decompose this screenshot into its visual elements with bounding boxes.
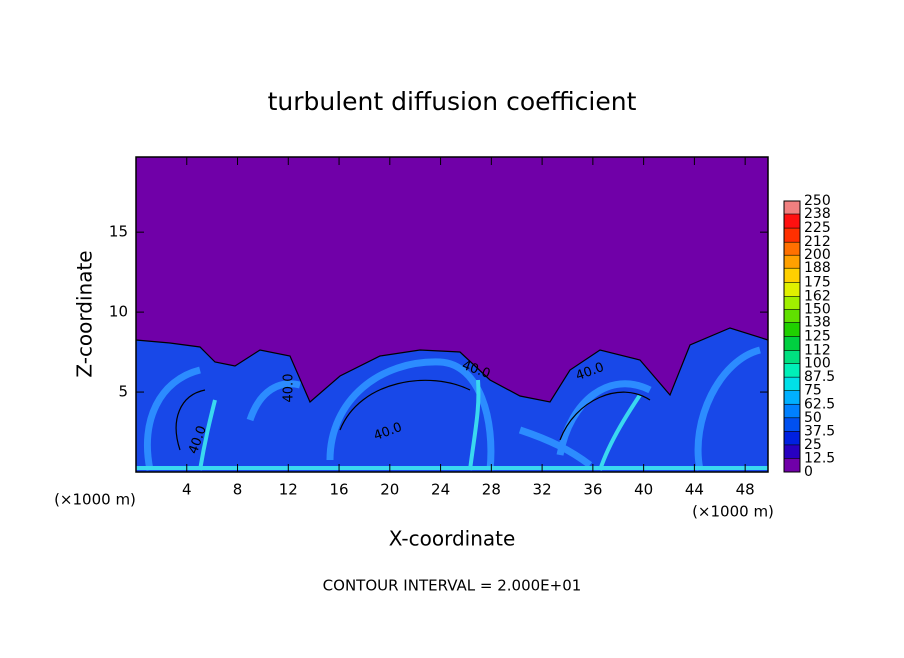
x-tick-label: 28 bbox=[482, 481, 501, 499]
colorbar-label: 25 bbox=[804, 437, 822, 453]
field-swirl bbox=[143, 346, 762, 471]
colorbar-band bbox=[784, 417, 800, 432]
colorbar-band bbox=[784, 444, 800, 459]
contour-label: 40.0 bbox=[282, 374, 297, 403]
colorbar-label: 212 bbox=[804, 234, 831, 250]
colorbar-band bbox=[784, 350, 800, 364]
x-axis-label: X-coordinate bbox=[389, 527, 516, 551]
x-tick-label: 48 bbox=[736, 481, 755, 499]
colorbar-label: 150 bbox=[804, 301, 831, 317]
x-tick-label: 40 bbox=[634, 481, 653, 499]
colorbar-label: 62.5 bbox=[804, 396, 835, 412]
colorbar-band bbox=[784, 431, 800, 445]
colorbar-label: 238 bbox=[804, 206, 831, 222]
colorbar-label: 100 bbox=[804, 356, 831, 372]
colorbar-band bbox=[784, 309, 800, 323]
x-tick-label: 44 bbox=[685, 481, 704, 499]
y-tick-label: 15 bbox=[109, 223, 128, 241]
colorbar-band bbox=[784, 404, 800, 418]
x-tick-label: 20 bbox=[380, 481, 399, 499]
chart-title: turbulent diffusion coefficient bbox=[268, 87, 637, 116]
plot-frame bbox=[135, 156, 769, 473]
colorbar-band bbox=[784, 322, 800, 337]
colorbar-label: 112 bbox=[804, 343, 831, 359]
colorbar-label: 138 bbox=[804, 314, 831, 330]
colorbar-label: 37.5 bbox=[804, 423, 835, 439]
colorbar-label: 50 bbox=[804, 410, 822, 426]
colorbar-label: 162 bbox=[804, 288, 831, 304]
y-tick-label: 10 bbox=[109, 303, 128, 321]
field bbox=[135, 157, 769, 472]
x-tick-label: 8 bbox=[233, 481, 243, 499]
colorbar-band bbox=[784, 268, 800, 283]
colorbar-label: 87.5 bbox=[804, 369, 835, 385]
x-tick-label: 16 bbox=[330, 481, 349, 499]
x-tick-label: 24 bbox=[431, 481, 450, 499]
colorbar-label: 250 bbox=[804, 193, 831, 209]
x-unit-label: (×1000 m) bbox=[692, 503, 774, 521]
colorbar-band bbox=[784, 255, 800, 269]
colorbar-label: 125 bbox=[804, 329, 831, 345]
colorbar-band bbox=[784, 201, 800, 215]
colorbar-band bbox=[784, 377, 800, 391]
x-tick-label: 12 bbox=[279, 481, 298, 499]
field-region bbox=[136, 328, 768, 472]
colorbar-band bbox=[784, 458, 800, 472]
colorbar-label: 12.5 bbox=[804, 450, 835, 466]
y-tick-label: 5 bbox=[118, 383, 128, 401]
colorbar-label: 75 bbox=[804, 383, 822, 399]
x-tick-label: 36 bbox=[583, 481, 602, 499]
footer-note: CONTOUR INTERVAL = 2.000E+01 bbox=[323, 577, 582, 595]
colorbar-label: 175 bbox=[804, 274, 831, 290]
colorbar-band bbox=[784, 390, 800, 405]
colorbar-band bbox=[784, 282, 800, 297]
contour-line bbox=[135, 327, 769, 451]
colorbar-band bbox=[784, 363, 800, 378]
colorbar-band bbox=[784, 228, 800, 243]
x-tick-label: 32 bbox=[533, 481, 552, 499]
colorbar-label: 0 bbox=[804, 464, 813, 480]
colorbar-label: 188 bbox=[804, 260, 831, 276]
colorbar-band bbox=[784, 214, 800, 229]
field-highlight bbox=[136, 379, 768, 471]
x-tick-label: 4 bbox=[182, 481, 192, 499]
y-axis-label: Z-coordinate bbox=[73, 250, 97, 377]
colorbar-band bbox=[784, 336, 800, 351]
colorbar-band bbox=[784, 242, 800, 256]
x-unit-label: (×1000 m) bbox=[54, 491, 136, 509]
colorbar-band bbox=[784, 296, 800, 310]
colorbar-label: 200 bbox=[804, 247, 831, 263]
colorbar-label: 225 bbox=[804, 220, 831, 236]
